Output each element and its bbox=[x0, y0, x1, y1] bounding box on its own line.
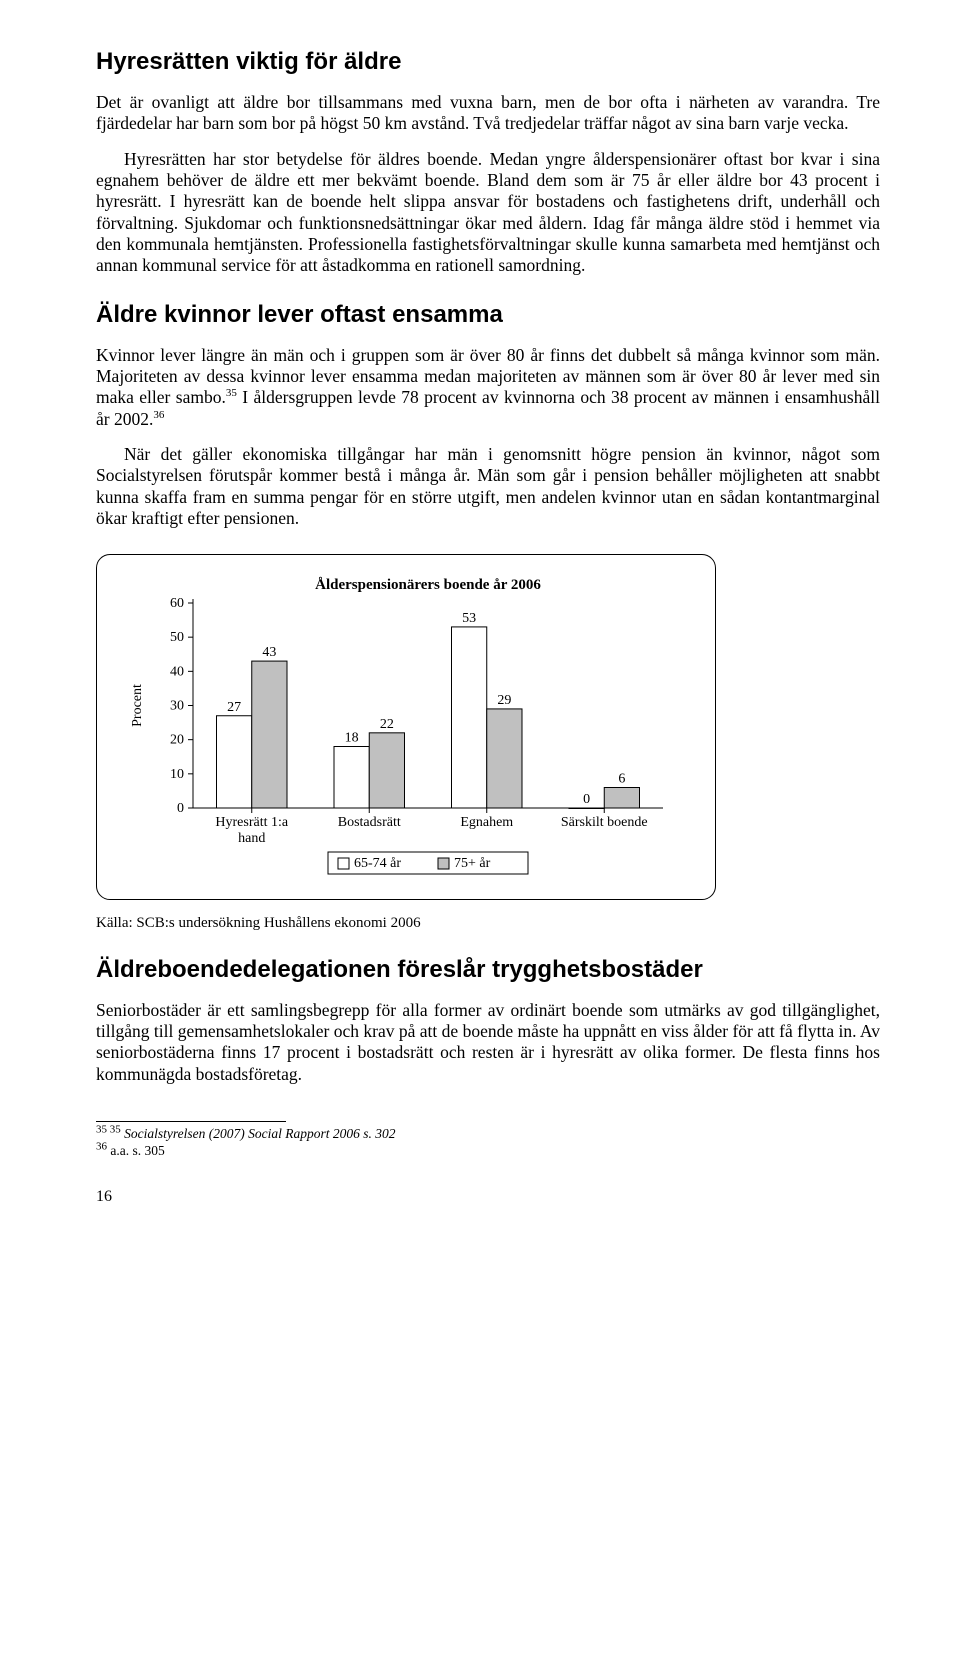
footnote-text: a.a. s. 305 bbox=[107, 1143, 165, 1158]
heading-aldre-kvinnor: Äldre kvinnor lever oftast ensamma bbox=[96, 301, 880, 329]
svg-text:0: 0 bbox=[177, 801, 184, 816]
chart-card: Ålderspensionärers boende år 2006 Procent… bbox=[96, 554, 716, 900]
bar-chart: Ålderspensionärers boende år 2006 Procent… bbox=[123, 573, 683, 883]
svg-text:65-74 år: 65-74 år bbox=[354, 856, 401, 871]
page: Hyresrätten viktig för äldre Det är ovan… bbox=[0, 0, 960, 1246]
page-number: 16 bbox=[96, 1188, 880, 1206]
svg-text:43: 43 bbox=[262, 645, 276, 660]
svg-text:40: 40 bbox=[170, 664, 184, 679]
svg-text:18: 18 bbox=[345, 730, 359, 745]
svg-text:Bostadsrätt: Bostadsrätt bbox=[338, 815, 401, 830]
footnote-number: 36 bbox=[96, 1141, 107, 1153]
svg-text:27: 27 bbox=[227, 699, 241, 714]
paragraph: Hyresrätten har stor betydelse för äldre… bbox=[96, 149, 880, 277]
svg-text:0: 0 bbox=[583, 792, 590, 807]
heading-hyresratten: Hyresrätten viktig för äldre bbox=[96, 48, 880, 76]
footnote-36: 36 a.a. s. 305 bbox=[96, 1143, 880, 1160]
svg-text:75+ år: 75+ år bbox=[454, 856, 491, 871]
heading-aldreboende: Äldreboendedelegationen föreslår trygghe… bbox=[96, 956, 880, 984]
svg-text:30: 30 bbox=[170, 698, 184, 713]
svg-text:Särskilt boende: Särskilt boende bbox=[561, 815, 648, 830]
paragraph: Kvinnor lever längre än män och i gruppe… bbox=[96, 345, 880, 430]
svg-text:Procent: Procent bbox=[130, 684, 145, 727]
svg-text:Hyresrätt 1:a: Hyresrätt 1:a bbox=[215, 815, 288, 830]
footnote-text: Socialstyrelsen (2007) Social Rapport 20… bbox=[121, 1126, 396, 1141]
chart-source: Källa: SCB:s undersökning Hushållens eko… bbox=[96, 914, 880, 932]
paragraph: Det är ovanligt att äldre bor tillsamman… bbox=[96, 92, 880, 135]
svg-text:10: 10 bbox=[170, 766, 184, 781]
svg-text:60: 60 bbox=[170, 596, 184, 611]
svg-text:20: 20 bbox=[170, 732, 184, 747]
svg-text:6: 6 bbox=[618, 771, 625, 786]
footnote-ref-35: 35 bbox=[226, 388, 237, 400]
footnote-rule bbox=[96, 1121, 286, 1122]
svg-text:29: 29 bbox=[497, 692, 511, 707]
svg-text:50: 50 bbox=[170, 630, 184, 645]
paragraph: Seniorbostäder är ett samlingsbegrepp fö… bbox=[96, 1000, 880, 1085]
svg-text:22: 22 bbox=[380, 716, 394, 731]
svg-text:Egnahem: Egnahem bbox=[460, 815, 513, 830]
footnote-35: 35 35 Socialstyrelsen (2007) Social Rapp… bbox=[96, 1126, 880, 1143]
svg-text:53: 53 bbox=[462, 610, 476, 625]
svg-text:hand: hand bbox=[238, 831, 265, 846]
svg-text:Ålderspensionärers boende år 2: Ålderspensionärers boende år 2006 bbox=[315, 577, 541, 593]
footnote-number: 35 35 bbox=[96, 1124, 121, 1136]
footnote-ref-36: 36 bbox=[153, 409, 164, 421]
paragraph: När det gäller ekonomiska tillgångar har… bbox=[96, 444, 880, 529]
